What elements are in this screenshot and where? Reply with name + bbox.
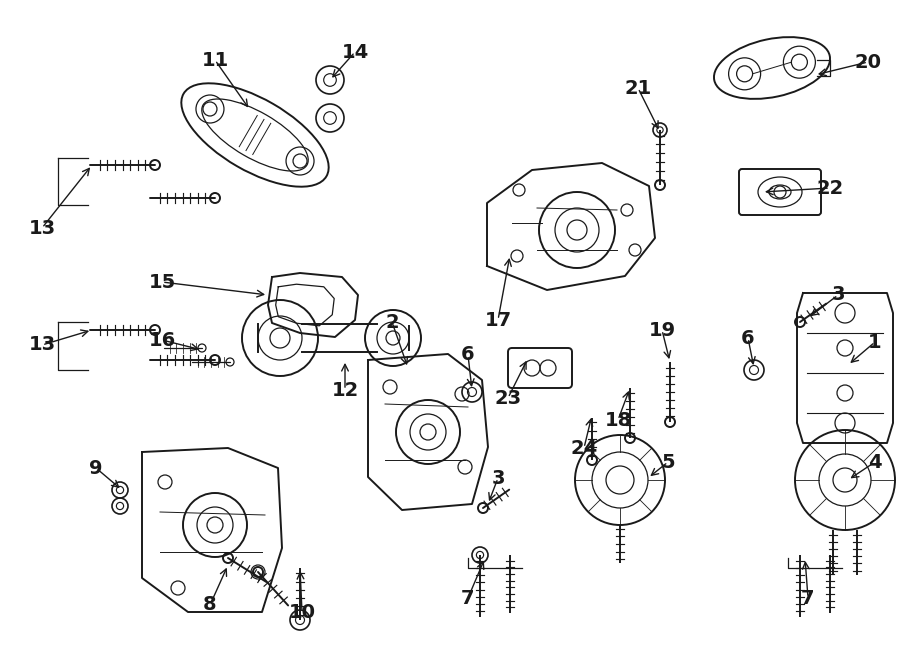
Text: 3: 3 [832, 286, 845, 305]
Text: 6: 6 [461, 346, 475, 364]
Text: 1: 1 [868, 332, 882, 352]
Text: 17: 17 [484, 311, 511, 329]
Text: 19: 19 [648, 321, 676, 340]
Text: 12: 12 [331, 381, 358, 399]
Text: 8: 8 [203, 596, 217, 615]
Text: 18: 18 [605, 410, 632, 430]
Text: 22: 22 [816, 178, 843, 198]
Text: 13: 13 [29, 336, 56, 354]
Text: 3: 3 [491, 469, 505, 488]
Text: 21: 21 [625, 79, 652, 98]
Text: 23: 23 [494, 389, 522, 407]
Text: 4: 4 [868, 453, 882, 471]
Text: 7: 7 [461, 588, 475, 607]
Text: 11: 11 [202, 50, 229, 69]
Text: 9: 9 [89, 459, 103, 477]
Text: 13: 13 [29, 219, 56, 237]
Text: 24: 24 [571, 438, 598, 457]
Text: 10: 10 [289, 602, 316, 621]
Text: 16: 16 [148, 330, 176, 350]
Text: 15: 15 [148, 272, 176, 292]
Text: 7: 7 [801, 588, 814, 607]
Text: 2: 2 [385, 313, 399, 332]
Text: 20: 20 [854, 52, 881, 71]
Text: 6: 6 [742, 329, 755, 348]
Text: 14: 14 [341, 42, 369, 61]
Text: 5: 5 [662, 453, 675, 471]
